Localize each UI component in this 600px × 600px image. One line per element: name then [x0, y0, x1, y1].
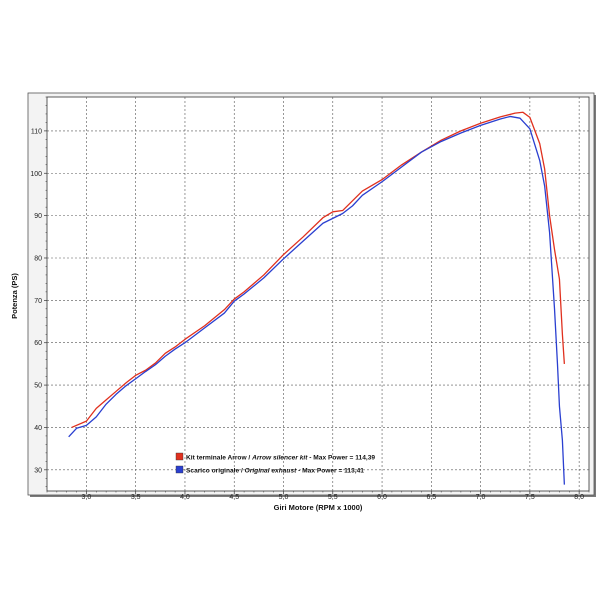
y-tick-label: 100	[30, 171, 42, 178]
grid	[44, 96, 590, 494]
x-tick-label: 5,5	[328, 494, 338, 501]
y-tick-label: 40	[34, 425, 42, 432]
y-axis-title: Potenza (PS)	[10, 273, 19, 319]
legend-label-original: Scarico originale / Original exhaust - M…	[186, 468, 364, 475]
x-tick-label: 4,5	[229, 494, 239, 501]
x-tick-label: 3,0	[82, 494, 92, 501]
x-tick-label: 6,0	[377, 494, 387, 501]
y-tick-label: 70	[34, 298, 42, 305]
x-tick-label: 6,5	[426, 494, 436, 501]
y-tick-label: 110	[31, 128, 42, 135]
y-tick-label: 30	[34, 467, 42, 474]
x-axis-title: Giri Motore (RPM x 1000)	[274, 503, 363, 512]
y-tick-label: 50	[34, 383, 42, 390]
x-tick-label: 3,5	[131, 494, 141, 501]
y-tick-labels: 30 40 50 60 70 80 90 100 110	[30, 128, 42, 474]
legend-label-arrow: Kit terminale Arrow / Arrow silencer kit…	[186, 455, 375, 462]
x-tick-label: 7,0	[476, 494, 486, 501]
series-line-arrow	[71, 111, 566, 429]
x-tick-label: 7,5	[525, 494, 535, 501]
plot-area	[46, 96, 590, 492]
x-tick-labels: 3,0 3,5 4,0 4,5 5,0 5,5 6,0 6,5 7,0 7,5 8,0	[82, 494, 585, 501]
y-tick-label: 60	[34, 340, 42, 347]
y-tick-label: 80	[34, 255, 42, 262]
legend: Kit terminale Arrow / Arrow silencer kit…	[175, 452, 375, 475]
y-tick-label: 90	[34, 213, 42, 220]
series-line-original	[68, 115, 566, 485]
legend-swatch-arrow	[175, 452, 184, 461]
series-lines	[68, 111, 566, 485]
x-tick-label: 8,0	[574, 494, 584, 501]
x-tick-label: 4,0	[180, 494, 190, 501]
x-tick-label: 5,0	[279, 494, 289, 501]
legend-swatch-original	[175, 465, 184, 474]
